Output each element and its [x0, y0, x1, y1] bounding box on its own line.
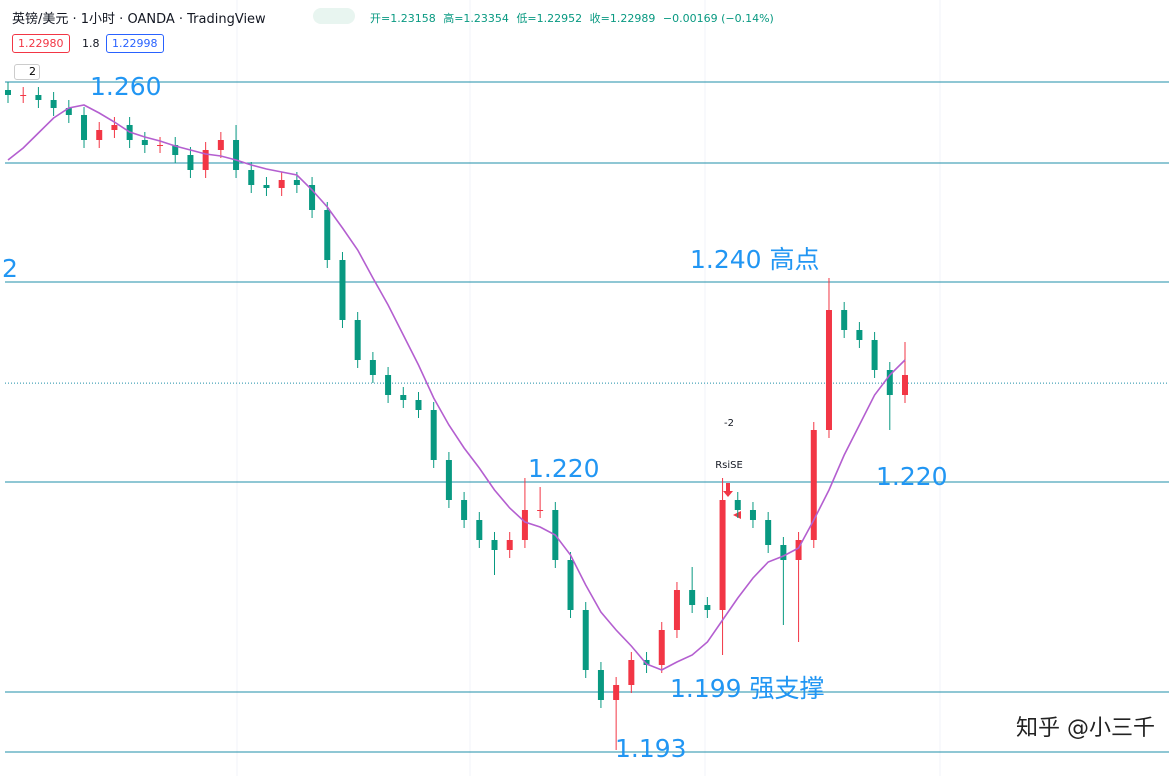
- signal-name: RsiSE: [715, 460, 743, 471]
- candle-body: [719, 500, 726, 610]
- candle-body: [217, 140, 224, 150]
- level-annotation: 1.260: [90, 72, 162, 101]
- candle-body: [643, 660, 650, 665]
- candle-body: [5, 90, 11, 95]
- candle-body: [385, 375, 392, 395]
- candle-body: [537, 510, 544, 511]
- candle-body: [233, 140, 240, 170]
- level-annotation: 1.193: [615, 734, 687, 763]
- candle-body: [704, 605, 711, 610]
- candle-body: [187, 155, 194, 170]
- level-annotation: 1.220: [528, 454, 600, 483]
- candle-body: [856, 330, 863, 340]
- indicator-toggle[interactable]: 2: [14, 64, 40, 80]
- candle-body: [157, 145, 164, 146]
- level-annotation: 1.240 高点: [690, 245, 820, 274]
- candle-body: [795, 540, 802, 560]
- candle-body: [248, 170, 255, 185]
- candle-body: [309, 185, 316, 210]
- candle-body: [415, 400, 422, 410]
- candle-body: [354, 320, 361, 360]
- status-chip[interactable]: [313, 8, 355, 24]
- candle-body: [293, 180, 300, 185]
- ohlc-high: 高=1.23354: [443, 12, 509, 25]
- candle-body: [567, 560, 574, 610]
- candle-body: [749, 510, 756, 520]
- candle-body: [506, 540, 513, 550]
- candle-body: [172, 145, 179, 155]
- candle-body: [35, 95, 42, 100]
- candle-body: [673, 590, 680, 630]
- candle-body: [582, 610, 589, 670]
- ohlc-open: 开=1.23158: [370, 12, 436, 25]
- candle-body: [400, 395, 407, 400]
- symbol-title: 英镑/美元 · 1小时 · OANDA · TradingView: [12, 12, 266, 27]
- buy-price[interactable]: 1.22998: [106, 34, 164, 53]
- candle-body: [871, 340, 878, 370]
- candle-body: [491, 540, 498, 550]
- candle-body: [430, 410, 437, 460]
- candle-body: [689, 590, 696, 605]
- candle-body: [50, 100, 57, 108]
- candle-body: [613, 685, 620, 700]
- candle-body: [628, 660, 635, 685]
- moving-average: [7, 104, 906, 671]
- level-annotation: 1.220: [876, 462, 948, 491]
- candle-body: [339, 260, 346, 320]
- candle-body: [658, 630, 665, 665]
- ohlc-close: 收=1.22989: [589, 12, 656, 25]
- candle-body: [369, 360, 376, 375]
- spread: 1.8: [82, 37, 100, 50]
- ohlc-legend: 开=1.23158 高=1.23354 低=1.22952 收=1.22989 …: [370, 10, 778, 26]
- watermark: 知乎 @小三千: [1016, 716, 1155, 741]
- candle-body: [825, 310, 832, 430]
- candle-body: [445, 460, 452, 500]
- candle-body: [81, 115, 88, 140]
- candle-body: [111, 125, 118, 130]
- candle-body: [597, 670, 604, 700]
- sell-price[interactable]: 1.22980: [12, 34, 70, 53]
- candle-body: [324, 210, 331, 260]
- level-annotation: 1.199 强支撑: [670, 674, 825, 703]
- candle-body: [20, 95, 27, 96]
- candle-body: [65, 108, 72, 115]
- ohlc-low: 低=1.22952: [516, 12, 583, 25]
- level-annotation: 2: [2, 254, 18, 283]
- candle-body: [841, 310, 848, 330]
- candle-body: [202, 150, 209, 170]
- candle-body: [734, 500, 741, 510]
- candle-body: [765, 520, 772, 545]
- candle-body: [141, 140, 148, 145]
- candle-body: [780, 545, 787, 560]
- candle-body: [96, 130, 103, 140]
- candle-body: [902, 375, 908, 395]
- signal-value: -2: [724, 418, 734, 429]
- candle-body: [521, 510, 528, 540]
- candle-body: [461, 500, 468, 520]
- candle-body: [263, 185, 270, 188]
- candle-body: [810, 430, 817, 540]
- ohlc-change: −0.00169 (−0.14%): [662, 12, 774, 25]
- candle-body: [476, 520, 483, 540]
- candle-body: [886, 370, 893, 395]
- candle-body: [278, 180, 285, 188]
